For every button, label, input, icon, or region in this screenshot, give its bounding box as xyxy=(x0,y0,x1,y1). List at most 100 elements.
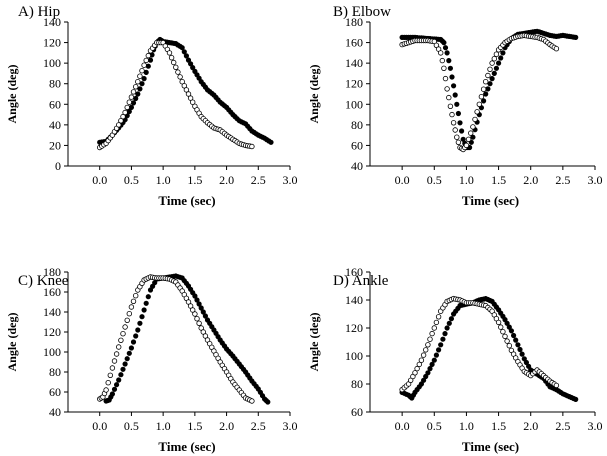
data-point xyxy=(131,340,136,345)
data-point xyxy=(114,352,119,357)
data-point xyxy=(494,52,499,57)
data-point xyxy=(443,331,448,336)
data-point xyxy=(127,351,132,356)
data-point xyxy=(127,100,132,105)
data-point xyxy=(430,362,435,367)
data-point xyxy=(494,66,499,71)
figure: 0204060801001201400.0 0.5 1.0 1.5 2.0 2.5 3.0A… xyxy=(0,0,607,456)
data-point xyxy=(464,143,469,148)
y-tick-label: 120 xyxy=(345,321,363,335)
panel-4: 60801001201401600.0 0.5 1.0 1.5 2.0 2.5 3.0D) … xyxy=(307,265,603,454)
y-tick-label: 140 xyxy=(43,305,61,319)
data-point xyxy=(434,320,439,325)
y-tick-label: 80 xyxy=(49,77,61,91)
x-tick-label: 0.0 xyxy=(395,173,410,187)
y-tick-label: 60 xyxy=(351,138,363,152)
data-point xyxy=(178,75,183,80)
data-point xyxy=(520,352,525,357)
x-tick-label: 0.0 xyxy=(92,173,107,187)
data-point xyxy=(443,76,448,81)
x-tick-label: 1.0 xyxy=(156,419,171,433)
data-point xyxy=(127,311,132,316)
x-tick-label: 1.5 xyxy=(187,419,202,433)
data-point xyxy=(421,353,426,358)
data-point xyxy=(442,66,447,71)
data-point xyxy=(455,135,460,140)
data-point xyxy=(486,73,491,78)
data-point xyxy=(250,144,255,149)
x-tick-label: 0.5 xyxy=(427,173,442,187)
data-point xyxy=(129,346,134,351)
y-tick-label: 80 xyxy=(351,377,363,391)
data-point xyxy=(441,337,446,342)
data-point xyxy=(505,339,510,344)
data-point xyxy=(492,71,497,76)
data-point xyxy=(492,56,497,61)
data-point xyxy=(473,117,478,122)
x-tick-label: 2.5 xyxy=(251,419,266,433)
x-tick-label: 2.5 xyxy=(555,419,570,433)
series-open xyxy=(97,40,254,150)
x-tick-label: 1.0 xyxy=(156,173,171,187)
data-point xyxy=(554,46,559,51)
y-axis-label: Angle (deg) xyxy=(5,65,19,124)
data-point xyxy=(496,320,501,325)
data-point xyxy=(447,321,452,326)
data-point xyxy=(432,326,437,331)
x-tick-label: 2.0 xyxy=(219,419,234,433)
y-tick-label: 120 xyxy=(43,325,61,339)
data-point xyxy=(419,358,424,363)
data-point xyxy=(121,367,126,372)
data-point xyxy=(108,373,113,378)
data-point xyxy=(498,56,503,61)
data-point xyxy=(269,140,274,145)
x-tick-label: 2.0 xyxy=(523,419,538,433)
data-point xyxy=(573,397,578,402)
data-point xyxy=(442,40,447,45)
data-point xyxy=(438,51,443,56)
x-tick-label: 3.0 xyxy=(283,419,298,433)
data-point xyxy=(450,112,455,117)
data-point xyxy=(142,63,147,68)
data-point xyxy=(496,61,501,66)
data-point xyxy=(123,362,128,367)
y-tick-label: 80 xyxy=(351,118,363,132)
x-tick-label: 1.0 xyxy=(459,173,474,187)
series-open xyxy=(400,33,559,152)
data-point xyxy=(121,331,126,336)
x-axis-label: Time (sec) xyxy=(462,193,519,208)
data-point xyxy=(184,54,189,59)
data-point xyxy=(125,356,130,361)
data-point xyxy=(144,58,149,63)
y-tick-label: 80 xyxy=(49,365,61,379)
data-point xyxy=(114,382,119,387)
panel-title: D) Ankle xyxy=(333,273,389,289)
data-point xyxy=(447,58,452,63)
data-point xyxy=(136,92,141,97)
data-point xyxy=(471,125,476,130)
data-point xyxy=(518,347,523,352)
data-point xyxy=(123,110,128,115)
x-tick-label: 2.0 xyxy=(219,173,234,187)
data-point xyxy=(142,308,147,313)
data-point xyxy=(133,334,138,339)
x-tick-label: 0.5 xyxy=(124,419,139,433)
x-tick-label: 2.5 xyxy=(555,173,570,187)
x-axis-label: Time (sec) xyxy=(158,193,215,208)
data-point xyxy=(456,140,461,145)
data-point xyxy=(432,358,437,363)
data-point xyxy=(430,331,435,336)
data-point xyxy=(477,102,482,107)
data-point xyxy=(447,95,452,100)
panel-1: 0 20 40 60 80 100 120 140 0.0 0.5 1.0 1.5 2.0 2.5 3.0 A… xyxy=(5,4,298,208)
data-point xyxy=(451,84,456,89)
data-point xyxy=(455,102,460,107)
data-point xyxy=(440,58,445,63)
x-tick-label: 3.0 xyxy=(588,419,603,433)
data-point xyxy=(445,326,450,331)
data-point xyxy=(438,343,443,348)
y-tick-label: 120 xyxy=(43,36,61,50)
data-point xyxy=(136,328,141,333)
data-point xyxy=(197,321,202,326)
data-point xyxy=(131,90,136,95)
